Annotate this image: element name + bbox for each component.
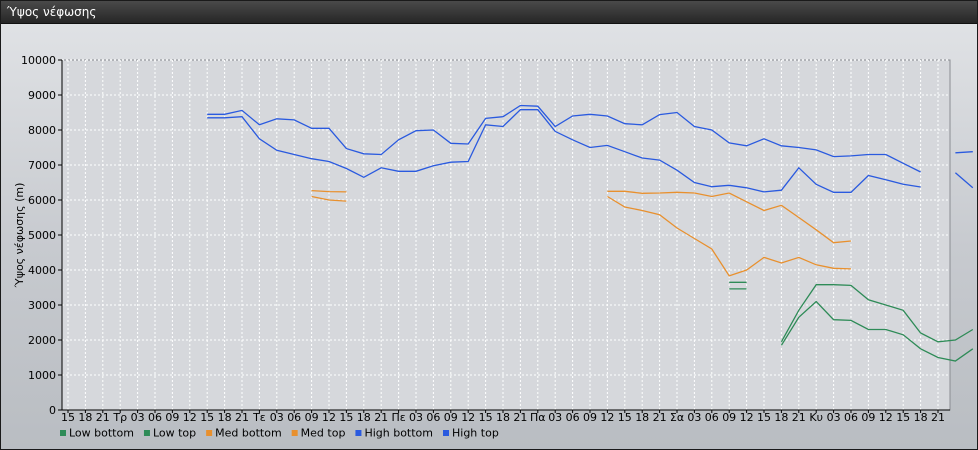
x-tick-label: 06 — [705, 411, 719, 424]
x-tick-label: 09 — [861, 411, 875, 424]
x-tick-label: 09 — [165, 411, 179, 424]
x-tick-label: 18 — [357, 411, 371, 424]
window-title: Ύψος νέφωσης — [7, 5, 97, 19]
series-line-med-top — [607, 190, 852, 244]
legend-entry: High top — [452, 427, 499, 440]
x-tick-label: Κυ — [809, 411, 823, 424]
y-tick-label: 6000 — [28, 194, 56, 207]
title-bar: Ύψος νέφωσης — [1, 1, 977, 24]
x-tick-label: 21 — [374, 411, 388, 424]
y-tick-label: 7000 — [28, 159, 56, 172]
y-tick-label: 3000 — [28, 299, 56, 312]
x-tick-label: 18 — [914, 411, 928, 424]
series-line-med-top — [311, 189, 347, 193]
x-tick-label: 18 — [774, 411, 788, 424]
y-tick-label: 5000 — [28, 229, 56, 242]
series-line-med-bottom — [607, 195, 852, 277]
x-tick-label: 06 — [287, 411, 301, 424]
x-tick-label: 15 — [61, 411, 75, 424]
x-tick-label: 21 — [513, 411, 527, 424]
x-tick-label: 12 — [322, 411, 336, 424]
legend-swatch — [291, 430, 298, 436]
x-tick-label: 03 — [687, 411, 701, 424]
x-tick-label: 21 — [931, 411, 945, 424]
x-tick-label: 09 — [583, 411, 597, 424]
y-tick-label: 1000 — [28, 369, 56, 382]
series-line-high-bottom — [207, 109, 921, 193]
y-tick-label: 9000 — [28, 89, 56, 102]
legend-swatch — [443, 430, 449, 436]
x-tick-label: 03 — [827, 411, 841, 424]
x-tick-label: 21 — [235, 411, 249, 424]
x-tick-label: 06 — [844, 411, 858, 424]
legend-entry: Med top — [301, 427, 346, 440]
x-tick-label: 09 — [722, 411, 736, 424]
x-tick-label: 12 — [461, 411, 475, 424]
x-tick-label: 12 — [600, 411, 614, 424]
legend-swatch — [60, 430, 66, 436]
y-tick-label: 10000 — [21, 54, 56, 67]
x-tick-label: 03 — [270, 411, 284, 424]
x-tick-label: 21 — [653, 411, 667, 424]
series-line-med-bottom — [311, 195, 347, 202]
x-tick-label: 18 — [218, 411, 232, 424]
x-tick-label: Σα — [670, 411, 684, 424]
x-tick-label: 12 — [740, 411, 754, 424]
legend-swatch — [355, 430, 362, 436]
series-line-low-top — [780, 284, 974, 343]
x-tick-label: 15 — [339, 411, 353, 424]
x-tick-label: 06 — [566, 411, 580, 424]
y-tick-label: 4000 — [28, 264, 56, 277]
x-tick-label: Πα — [530, 411, 546, 424]
x-tick-label: 06 — [148, 411, 162, 424]
x-tick-label: 09 — [444, 411, 458, 424]
x-tick-label: 15 — [200, 411, 214, 424]
legend-swatch — [206, 430, 213, 436]
legend-swatch — [143, 430, 150, 436]
x-tick-label: 21 — [792, 411, 806, 424]
x-tick-label: 03 — [131, 411, 145, 424]
x-tick-label: Πε — [391, 411, 405, 424]
x-tick-label: 18 — [496, 411, 510, 424]
x-tick-label: 12 — [879, 411, 893, 424]
x-tick-label: Τε — [252, 411, 266, 424]
y-tick-label: 2000 — [28, 334, 56, 347]
x-tick-label: 12 — [183, 411, 197, 424]
x-tick-label: Τρ — [112, 411, 127, 424]
legend-entry: Low bottom — [69, 427, 134, 440]
x-tick-label: 03 — [409, 411, 423, 424]
legend-entry: Med bottom — [215, 427, 282, 440]
x-tick-label: 21 — [96, 411, 110, 424]
x-tick-label: 15 — [757, 411, 771, 424]
x-tick-label: 09 — [305, 411, 319, 424]
y-axis-label: Ύψος νέφωσης (m) — [13, 183, 26, 289]
y-tick-label: 0 — [49, 404, 56, 417]
x-tick-label: 18 — [78, 411, 92, 424]
series-line-low-bottom — [780, 300, 974, 362]
series-line-high-top — [207, 104, 921, 173]
x-tick-label: 06 — [426, 411, 440, 424]
x-tick-label: 15 — [896, 411, 910, 424]
x-tick-label: 15 — [618, 411, 632, 424]
series-line-high-bottom — [954, 172, 974, 189]
x-tick-label: 18 — [635, 411, 649, 424]
legend-entry: Low top — [153, 427, 196, 440]
x-tick-label: 15 — [479, 411, 493, 424]
y-tick-label: 8000 — [28, 124, 56, 137]
series-line-high-top — [955, 151, 973, 154]
x-tick-label: 03 — [548, 411, 562, 424]
legend-entry: High bottom — [364, 427, 433, 440]
